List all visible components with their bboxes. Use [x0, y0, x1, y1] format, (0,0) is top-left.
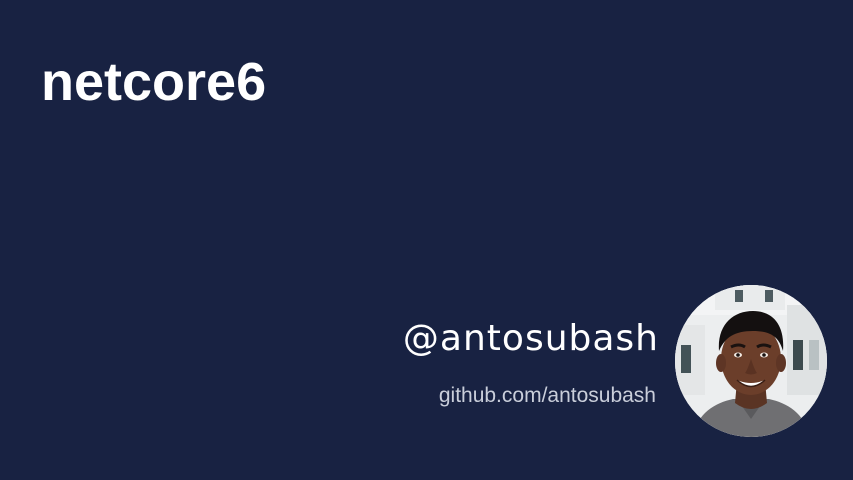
- avatar: [675, 285, 827, 437]
- github-link[interactable]: github.com/antosubash: [438, 384, 656, 407]
- social-handle: @antosubash: [402, 318, 659, 359]
- person-photo-icon: [675, 285, 827, 437]
- page-title: netcore6: [41, 52, 267, 112]
